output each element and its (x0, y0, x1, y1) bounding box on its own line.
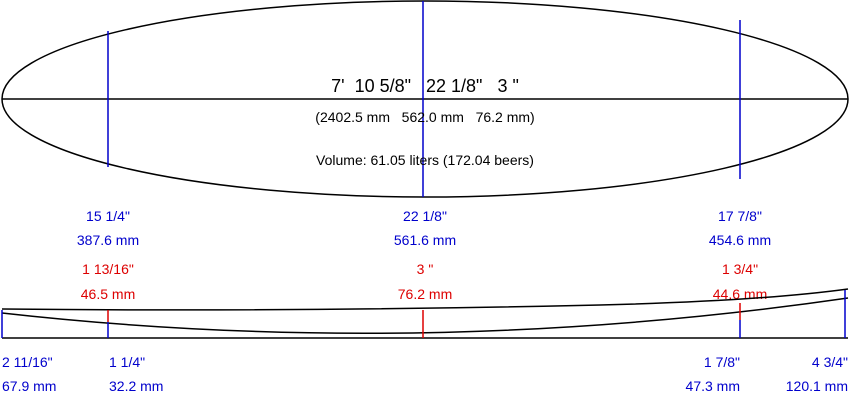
width-imperial: 22 1/8" (403, 208, 447, 224)
rocker-imperial: 4 3/4" (812, 354, 848, 370)
thickness-metric: 76.2 mm (398, 286, 452, 302)
rocker-metric: 32.2 mm (109, 378, 163, 394)
rocker-imperial: 1 1/4" (109, 354, 145, 370)
width-metric: 387.6 mm (77, 232, 139, 248)
width-imperial: 15 1/4" (86, 208, 130, 224)
width-metric: 454.6 mm (709, 232, 771, 248)
width-metric: 561.6 mm (394, 232, 456, 248)
rocker-metric: 67.9 mm (2, 378, 56, 394)
bottom-rocker (1, 297, 849, 335)
thickness-imperial: 1 13/16" (82, 261, 134, 277)
thickness-imperial: 3 " (417, 261, 434, 277)
rocker-metric: 47.3 mm (686, 378, 740, 394)
rocker-metric: 120.1 mm (786, 378, 848, 394)
volume: Volume: 61.05 liters (172.04 beers) (316, 152, 534, 168)
thickness-metric: 46.5 mm (81, 286, 135, 302)
rocker-imperial: 2 11/16" (2, 354, 53, 370)
dimensions: 7' 10 5/8" 22 1/8" 3 " (331, 76, 519, 96)
width-imperial: 17 7/8" (718, 208, 762, 224)
deck-line (1, 288, 849, 311)
metric-dimensions: (2402.5 mm 562.0 mm 76.2 mm) (315, 109, 534, 125)
thickness-imperial: 1 3/4" (722, 261, 758, 277)
rocker-imperial: 1 7/8" (704, 354, 740, 370)
